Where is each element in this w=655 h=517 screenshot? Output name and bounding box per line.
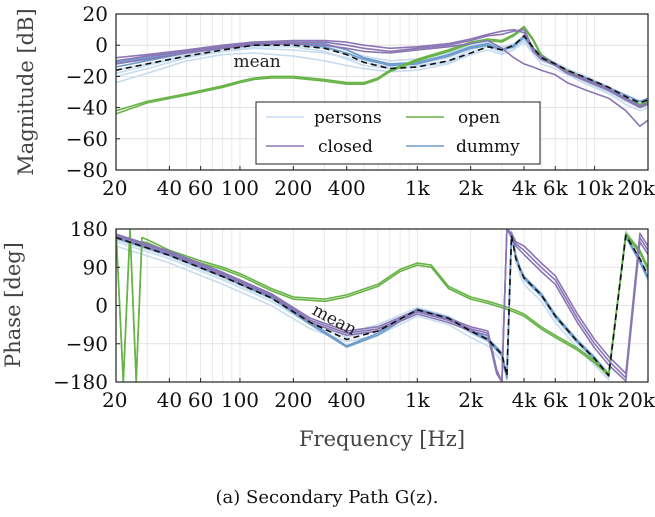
phase-series-group: [116, 229, 648, 382]
phase-xtick-label: 40: [157, 388, 182, 412]
magnitude-xtick-label: 40: [157, 176, 182, 200]
magnitude-xtick-label: 4k: [512, 176, 538, 200]
phase-xtick-label: 200: [274, 388, 312, 412]
magnitude-series-closed: [116, 39, 648, 128]
phase-series-mean: [116, 234, 648, 377]
phase-xtick-label: 6k: [543, 388, 569, 412]
magnitude-xtick-label: 10k: [576, 176, 614, 200]
magnitude-series-group: [116, 25, 648, 128]
phase-y-ticks: 180 90 0 −90 −180: [53, 217, 120, 394]
legend-label-closed: closed: [318, 137, 373, 157]
legend-label-open: open: [458, 108, 500, 128]
phase-ytick-label: 180: [70, 217, 108, 241]
magnitude-xtick-label: 400: [328, 176, 366, 200]
phase-series-closed: [116, 229, 648, 382]
phase-ytick-label: 90: [83, 255, 108, 279]
phase-ytick-label: −90: [66, 332, 108, 356]
phase-xtick-label: 4k: [512, 388, 538, 412]
phase-xtick-label: 1k: [405, 388, 431, 412]
magnitude-ytick-label: −60: [66, 127, 108, 151]
magnitude-series-closed: [116, 28, 648, 109]
phase-series-closed: [116, 229, 648, 382]
legend: persons open closed dummy: [255, 101, 541, 165]
phase-xtick-label: 20k: [617, 388, 655, 412]
magnitude-xtick-label: 20: [102, 176, 127, 200]
phase-xtick-label: 2k: [458, 388, 484, 412]
phase-ylabel: Phase [deg]: [1, 242, 25, 368]
phase-xtick-label: 400: [328, 388, 366, 412]
legend-label-persons: persons: [314, 108, 382, 128]
phase-xtick-label: 20: [102, 388, 127, 412]
magnitude-series-mean: [116, 35, 648, 104]
magnitude-series-persons: [116, 39, 648, 109]
magnitude-series-closed: [116, 28, 648, 107]
magnitude-x-ticks: 20 40 60 100 200 400 1k 2k 4k 6k 10k 20k: [102, 166, 655, 200]
magnitude-ytick-label: −80: [66, 158, 108, 182]
magnitude-ytick-label: −20: [66, 64, 108, 88]
magnitude-y-ticks: 20 0 −20 −40 −60 −80: [66, 2, 120, 182]
magnitude-frame: [115, 13, 649, 171]
legend-label-dummy: dummy: [456, 137, 520, 157]
magnitude-xtick-label: 20k: [617, 176, 655, 200]
magnitude-xtick-label: 200: [274, 176, 312, 200]
phase-series-open: [116, 229, 648, 382]
magnitude-series-persons: [116, 41, 648, 112]
magnitude-xtick-label: 100: [221, 176, 259, 200]
phase-panel: 180 90 0 −90 −180 20 40 60 100 200 400 1k 2k 4k 6k 10k…: [1, 217, 655, 451]
magnitude-ytick-label: 20: [83, 2, 108, 26]
figure-caption: (a) Secondary Path G(z).: [216, 487, 439, 508]
magnitude-xtick-label: 2k: [458, 176, 484, 200]
magnitude-panel: 200−20−40−60−80 20 40 60 100 200 400 1k 2k 4k 6k 1…: [14, 2, 655, 200]
magnitude-ytick-label: −40: [66, 96, 108, 120]
magnitude-xtick-label: 60: [188, 176, 213, 200]
magnitude-ylabel: Magnitude [dB]: [14, 8, 38, 175]
phase-ytick-label: −180: [53, 370, 108, 394]
magnitude-xtick-label: 6k: [543, 176, 569, 200]
phase-series-open: [116, 230, 648, 382]
phase-x-ticks: 20 40 60 100 200 400 1k 2k 4k 6k 10k 20k: [102, 378, 655, 412]
legend-box: [255, 101, 541, 165]
magnitude-ytick-label: 0: [95, 33, 108, 57]
phase-xtick-label: 10k: [576, 388, 614, 412]
frequency-xlabel: Frequency [Hz]: [299, 427, 465, 451]
phase-xtick-label: 60: [188, 388, 213, 412]
phase-ytick-label: 0: [95, 294, 108, 318]
magnitude-xtick-label: 1k: [405, 176, 431, 200]
magnitude-mean-annotation: mean: [233, 52, 280, 72]
phase-xtick-label: 100: [221, 388, 259, 412]
